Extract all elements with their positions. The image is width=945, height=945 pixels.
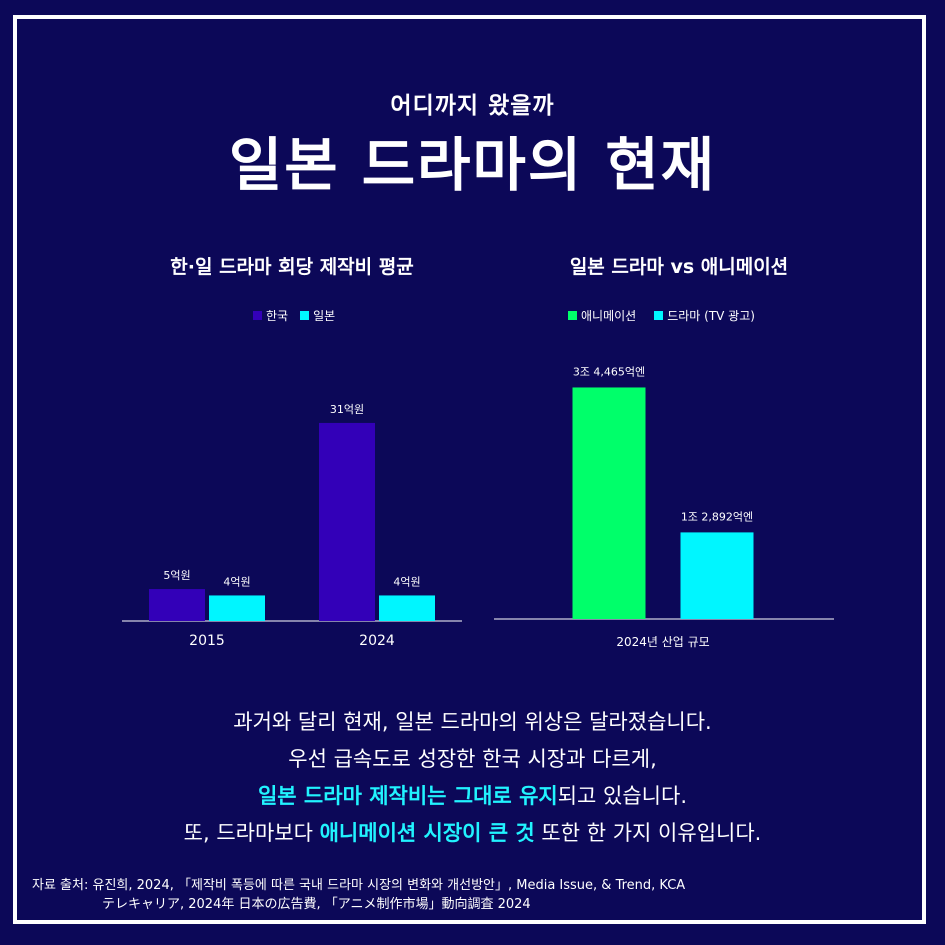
body-line-1: 과거와 달리 현재, 일본 드라마의 위상은 달라졌습니다. [233, 710, 712, 734]
legend-label-japan: 일본 [313, 309, 336, 323]
body-line-3: 일본 드라마 제작비는 그대로 유지되고 있습니다. [0, 778, 945, 815]
chart1-bar-korea [319, 422, 375, 621]
chart1-legend: 한국 일본 [253, 307, 335, 324]
chart1-bar-korea [149, 589, 205, 621]
body-text: 과거와 달리 현재, 일본 드라마의 위상은 달라졌습니다. 우선 급속도로 성… [0, 704, 945, 852]
chart2-x-tick-label: 2024년 산업 규모 [616, 635, 709, 649]
legend-label-drama: 드라마 (TV 광고) [667, 309, 755, 323]
legend-label-animation: 애니메이션 [581, 309, 637, 323]
legend-swatch-korea [253, 311, 262, 320]
chart2-data-label: 1조 2,892억엔 [681, 510, 753, 523]
source-line-1: 자료 출처: 유진희, 2024, 「제작비 폭등에 따른 국내 드라마 시장의… [32, 878, 686, 893]
body-highlight-1: 일본 드라마 제작비는 그대로 유지 [257, 784, 558, 808]
body-line-4: 또, 드라마보다 애니메이션 시장이 큰 것 또한 한 가지 이유입니다. [0, 815, 945, 852]
legend-item-drama: 드라마 (TV 광고) [654, 307, 755, 324]
white-border-frame [13, 15, 926, 924]
legend-item-korea: 한국 [253, 307, 288, 324]
chart1-bar-japan [379, 595, 435, 621]
body-line-2: 우선 급속도로 성장한 한국 시장과 다르게, [288, 747, 657, 771]
chart2-data-label: 3조 4,465억엔 [573, 365, 645, 378]
body-line-4-pre: 또, 드라마보다 [183, 821, 320, 845]
source-line-2: テレキャリア, 2024年 日本の広告費, 「アニメ制作市場」動向調査 2024 [102, 897, 531, 912]
chart1-data-label: 4억원 [393, 575, 420, 588]
chart1-x-tick-label: 2024 [359, 633, 395, 649]
chart1-data-label: 5억원 [163, 569, 190, 582]
chart2-bar-animation [572, 387, 646, 619]
body-line-4-rest: 또한 한 가지 이유입니다. [534, 821, 762, 845]
chart1-data-label: 31억원 [330, 403, 364, 416]
body-highlight-2: 애니메이션 시장이 큰 것 [319, 821, 535, 845]
body-line-3-rest: 되고 있습니다. [557, 784, 687, 808]
chart1-data-label: 4억원 [223, 575, 250, 588]
chart1-title: 한·일 드라마 회당 제작비 평균 [170, 256, 414, 278]
legend-label-korea: 한국 [266, 309, 289, 323]
legend-swatch-animation [568, 311, 577, 320]
chart2-title: 일본 드라마 vs 애니메이션 [569, 256, 789, 278]
chart2-legend: 애니메이션 드라마 (TV 광고) [568, 307, 755, 324]
chart1-bar-japan [209, 595, 265, 621]
page-subtitle: 어디까지 왔을까 [390, 93, 555, 119]
page-title: 일본 드라마의 현재 [228, 131, 717, 199]
source-citation: 자료 출처: 유진희, 2024, 「제작비 폭등에 따른 국내 드라마 시장의… [32, 876, 912, 914]
legend-item-animation: 애니메이션 [568, 307, 636, 324]
chart1-x-tick-label: 2015 [189, 633, 225, 649]
legend-item-japan: 일본 [300, 307, 335, 324]
legend-swatch-japan [300, 311, 310, 320]
legend-swatch-drama [654, 311, 664, 320]
chart2-bar-drama [680, 532, 754, 619]
